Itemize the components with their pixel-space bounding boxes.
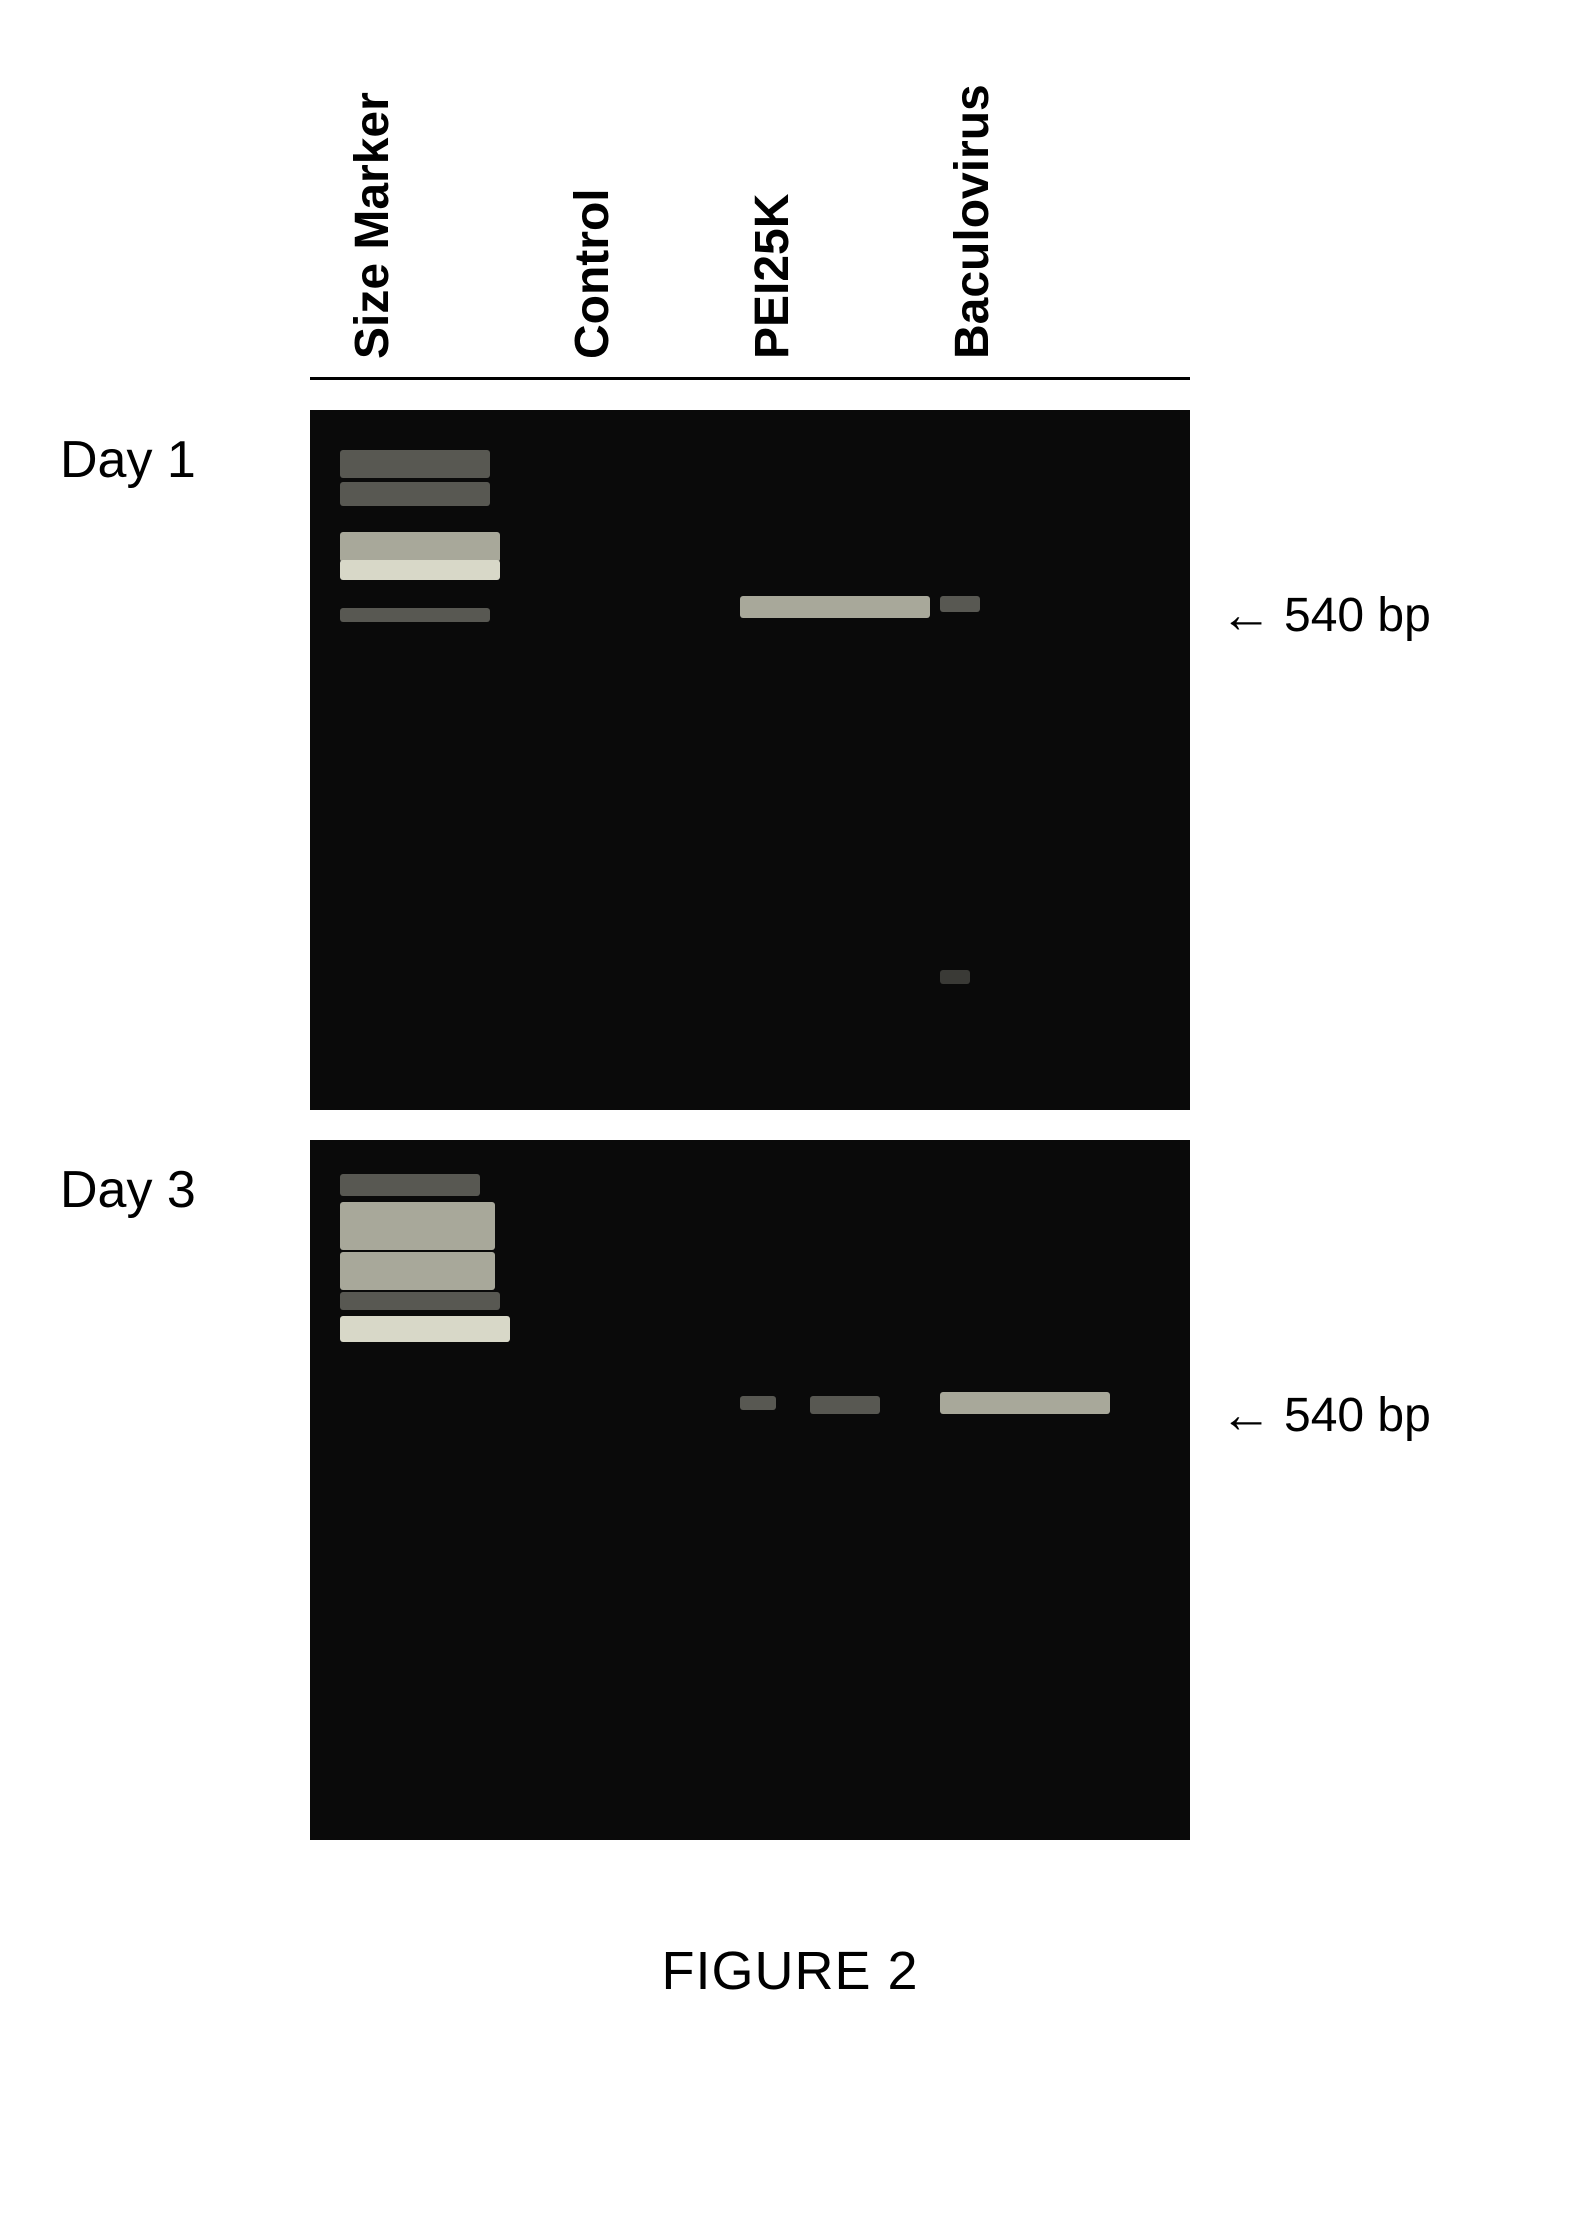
gel-band [340, 1316, 510, 1342]
gel-row: Day 1←540 bp [60, 410, 1520, 1110]
gel-wrap: ←540 bp [310, 410, 1190, 1110]
row-label: Day 1 [60, 410, 310, 490]
annotation-text: 540 bp [1284, 588, 1431, 643]
gel-wrap: ←540 bp [310, 1140, 1190, 1840]
annotation-text: 540 bp [1284, 1388, 1431, 1443]
gel-band [340, 450, 490, 478]
gel-band [340, 532, 500, 562]
gel-band [810, 1396, 880, 1414]
gel-band [940, 1392, 1110, 1414]
lane-label-control: Control [565, 188, 620, 359]
gel-band [340, 482, 490, 506]
gel-band [740, 1396, 776, 1410]
lane-label-pei25k: PEI25K [745, 194, 800, 359]
lane-label-size-marker: Size Marker [345, 92, 400, 359]
size-annotation: ←540 bp [1220, 585, 1431, 645]
gel-band [340, 1252, 495, 1290]
gel-image [310, 1140, 1190, 1840]
figure-caption: FIGURE 2 [60, 1940, 1520, 2002]
gel-band [340, 1202, 495, 1250]
size-annotation: ←540 bp [1220, 1385, 1431, 1445]
row-label: Day 3 [60, 1140, 310, 1220]
gel-band [740, 596, 930, 618]
gel-band [340, 1292, 500, 1310]
gel-band [340, 608, 490, 622]
gel-band [940, 970, 970, 984]
arrow-left-icon: ← [1220, 1385, 1272, 1445]
gel-rows: Day 1←540 bpDay 3←540 bp [60, 410, 1520, 1840]
gel-band [340, 1174, 480, 1196]
gel-row: Day 3←540 bp [60, 1140, 1520, 1840]
lane-labels-header: Size Marker Control PEI25K Baculovirus [310, 40, 1190, 380]
gel-band [340, 560, 500, 580]
gel-image [310, 410, 1190, 1110]
lane-label-baculovirus: Baculovirus [945, 84, 1000, 359]
figure-container: Size Marker Control PEI25K Baculovirus Day … [60, 40, 1520, 2002]
gel-band [940, 596, 980, 612]
arrow-left-icon: ← [1220, 585, 1272, 645]
